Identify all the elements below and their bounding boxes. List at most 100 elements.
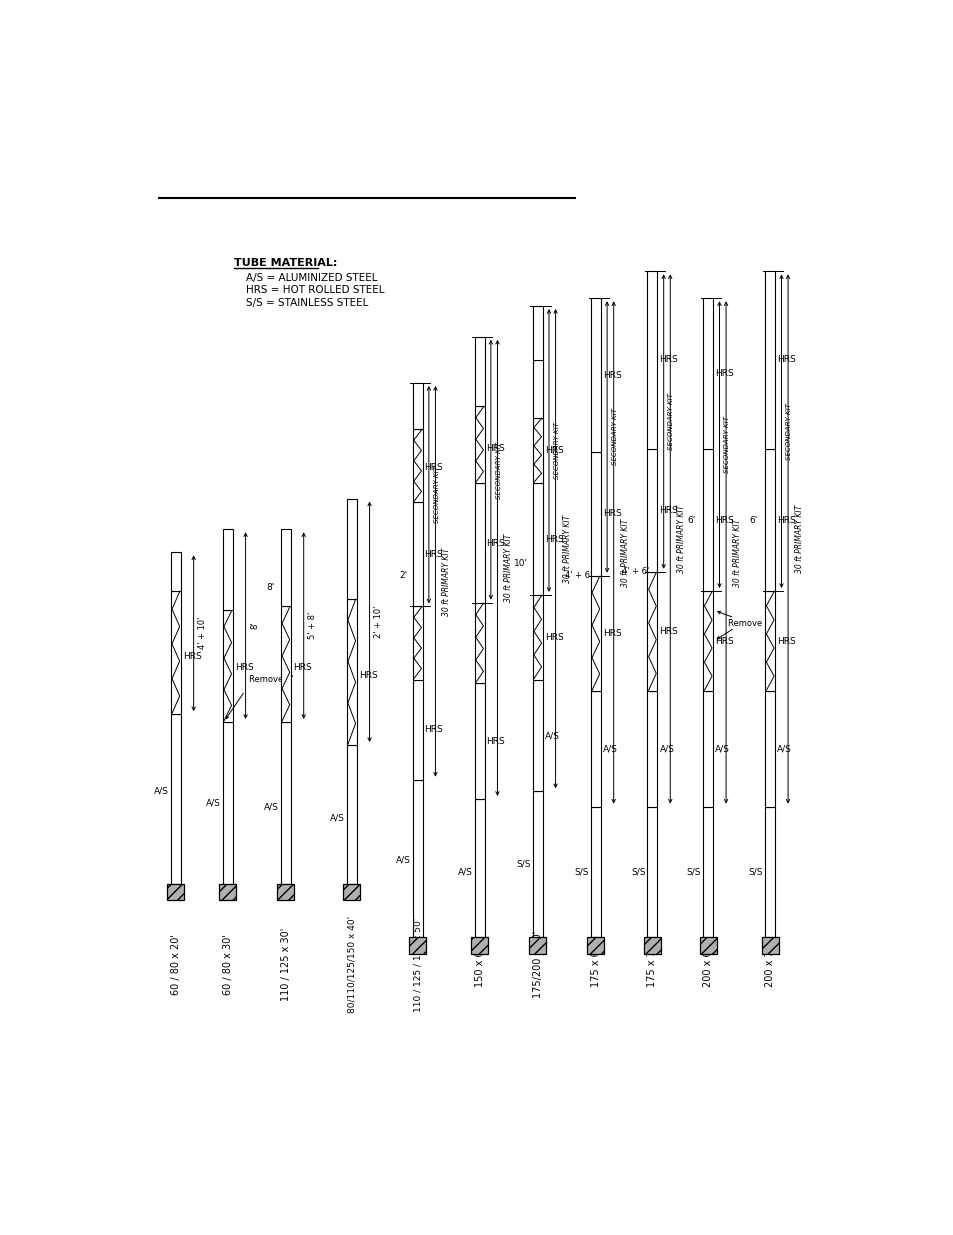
Text: 200 x 60': 200 x 60': [702, 942, 713, 987]
Text: A/S: A/S: [330, 814, 344, 823]
Bar: [643, 937, 660, 955]
Text: A/S: A/S: [395, 856, 410, 864]
Text: 4' + 6': 4' + 6': [621, 567, 648, 577]
Bar: [647, 272, 657, 448]
Bar: [702, 592, 713, 692]
Bar: [647, 692, 657, 806]
Bar: [532, 417, 542, 483]
Text: A/S: A/S: [264, 802, 278, 811]
Text: S/S = STAINLESS STEEL: S/S = STAINLESS STEEL: [245, 298, 368, 308]
Text: HRS: HRS: [486, 736, 505, 746]
Text: HRS: HRS: [777, 515, 795, 525]
Text: HRS: HRS: [424, 551, 443, 559]
Bar: [587, 937, 604, 955]
Text: 30 ft PRIMARY KIT: 30 ft PRIMARY KIT: [794, 505, 803, 573]
Text: SECONDARY KIT: SECONDARY KIT: [433, 466, 439, 524]
Bar: [764, 692, 775, 806]
Bar: [529, 937, 546, 955]
Bar: [702, 448, 713, 592]
Text: HRS: HRS: [777, 356, 795, 364]
Bar: [412, 503, 422, 606]
Text: SECONDARY KIT: SECONDARY KIT: [495, 442, 501, 499]
Text: HRS: HRS: [486, 538, 505, 547]
Bar: [590, 452, 600, 576]
Bar: [590, 299, 600, 452]
Text: HRS: HRS: [424, 463, 443, 472]
Bar: [590, 576, 600, 692]
Bar: [764, 592, 775, 692]
Text: TUBE MATERIAL:: TUBE MATERIAL:: [233, 258, 337, 268]
Bar: [702, 692, 713, 806]
Text: S/S: S/S: [630, 867, 645, 877]
Text: S/S: S/S: [516, 860, 530, 868]
Bar: [647, 572, 657, 692]
Text: HRS: HRS: [602, 370, 621, 380]
Bar: [346, 499, 356, 599]
Text: 30 ft PRIMARY KIT: 30 ft PRIMARY KIT: [677, 505, 685, 573]
Text: 30 ft PRIMARY KIT: 30 ft PRIMARY KIT: [442, 547, 451, 616]
Text: HRS = HOT ROLLED STEEL: HRS = HOT ROLLED STEEL: [245, 285, 384, 295]
Text: 6': 6': [748, 515, 757, 525]
Text: 110 / 125 / 150 x 50': 110 / 125 / 150 x 50': [413, 918, 421, 1011]
Bar: [702, 806, 713, 937]
Text: 150 x 60': 150 x 60': [475, 942, 484, 987]
Text: HRS: HRS: [544, 535, 563, 543]
Bar: [474, 337, 484, 406]
Text: HRS: HRS: [544, 632, 563, 642]
Text: 200 x 70': 200 x 70': [764, 942, 775, 987]
Text: 6': 6': [686, 515, 695, 525]
Text: 80/110/125/150 x 40': 80/110/125/150 x 40': [347, 916, 355, 1013]
Text: HRS: HRS: [234, 663, 253, 672]
Text: HRS: HRS: [358, 671, 377, 680]
Text: SECONDARY KIT: SECONDARY KIT: [668, 393, 674, 450]
Bar: [532, 306, 542, 359]
Bar: [764, 806, 775, 937]
Text: S/S: S/S: [686, 867, 700, 877]
Bar: [474, 799, 484, 937]
Text: HRS: HRS: [659, 356, 678, 364]
Text: 2' + 10': 2' + 10': [374, 605, 383, 638]
Text: HRS: HRS: [715, 369, 733, 378]
Text: 175 x 70': 175 x 70': [647, 941, 657, 987]
Text: HRS: HRS: [544, 446, 563, 454]
Text: 60 / 80 x 30': 60 / 80 x 30': [222, 934, 233, 994]
Text: SECONDARY KIT: SECONDARY KIT: [553, 422, 559, 479]
Bar: [590, 692, 600, 806]
Text: SECONDARY KIT: SECONDARY KIT: [723, 416, 729, 473]
Bar: [764, 448, 775, 592]
Text: HRS: HRS: [715, 636, 733, 646]
Text: A/S: A/S: [659, 745, 674, 753]
Text: A/S: A/S: [206, 798, 220, 808]
Text: A/S: A/S: [777, 745, 791, 753]
Bar: [474, 483, 484, 603]
Bar: [277, 883, 294, 900]
Bar: [474, 406, 484, 483]
Text: 4' + 6': 4' + 6': [564, 571, 592, 580]
Text: 175 x 60': 175 x 60': [590, 942, 600, 987]
Text: 8': 8': [266, 583, 274, 592]
Text: A/S: A/S: [544, 731, 559, 740]
Text: A/S = ALUMINIZED STEEL: A/S = ALUMINIZED STEEL: [245, 273, 376, 283]
Text: 10': 10': [513, 559, 527, 568]
Bar: [346, 745, 356, 883]
Bar: [471, 937, 488, 955]
Text: HRS: HRS: [602, 629, 621, 637]
Bar: [647, 806, 657, 937]
Text: SECONDARY KIT: SECONDARY KIT: [785, 403, 791, 461]
Text: 30 ft PRIMARY KIT: 30 ft PRIMARY KIT: [562, 515, 571, 583]
Text: A/S: A/S: [715, 745, 729, 753]
Bar: [764, 272, 775, 448]
Text: A/S: A/S: [457, 867, 472, 877]
Bar: [280, 606, 291, 721]
Bar: [222, 721, 233, 883]
Bar: [412, 779, 422, 937]
Bar: [343, 883, 360, 900]
Text: HRS: HRS: [486, 445, 505, 453]
Text: Remove 4': Remove 4': [728, 619, 772, 627]
Bar: [412, 679, 422, 779]
Text: S/S: S/S: [574, 867, 588, 877]
Text: HRS: HRS: [293, 663, 312, 672]
Text: HRS: HRS: [183, 652, 201, 661]
Text: 5' + 8': 5' + 8': [308, 613, 317, 640]
Bar: [532, 679, 542, 792]
